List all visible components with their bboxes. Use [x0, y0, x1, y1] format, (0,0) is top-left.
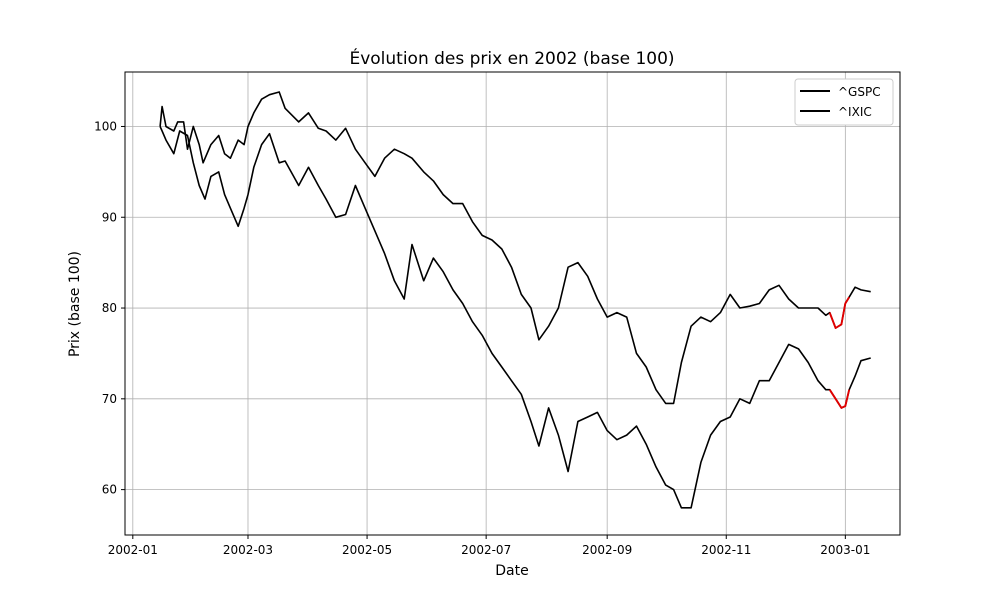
axis-ticks: 2002-01 2002-03 2002-05 2002-07 2002-09 2002-…	[94, 119, 870, 557]
highlight-segment-gspc	[828, 296, 851, 329]
y-tick-label: 90	[102, 210, 117, 224]
y-tick-label: 60	[102, 483, 117, 497]
legend-label-ixic: ^IXIC	[838, 105, 872, 119]
y-axis-title: Prix (base 100)	[67, 251, 83, 357]
series-line-gspc	[159, 91, 871, 405]
highlight-segment-ixic	[828, 389, 851, 409]
x-tick-label: 2002-05	[342, 543, 392, 557]
series-lines	[159, 91, 871, 509]
x-tick-label: 2002-03	[223, 543, 273, 557]
series-line-ixic	[159, 126, 871, 509]
y-tick-label: 70	[102, 392, 117, 406]
x-tick-label: 2002-09	[582, 543, 632, 557]
y-tick-label: 80	[102, 301, 117, 315]
legend-label-gspc: ^GSPC	[838, 85, 881, 99]
legend: ^GSPC ^IXIC	[794, 78, 894, 126]
chart-title: Évolution des prix en 2002 (base 100)	[349, 47, 674, 69]
x-tick-label: 2003-01	[820, 543, 870, 557]
x-tick-label: 2002-11	[701, 543, 751, 557]
x-tick-label: 2002-01	[108, 543, 158, 557]
plot-frame	[124, 71, 901, 536]
x-axis-title: Date	[495, 563, 528, 579]
grid-lines	[125, 72, 900, 535]
x-tick-label: 2002-07	[461, 543, 511, 557]
y-tick-label: 100	[94, 119, 117, 133]
